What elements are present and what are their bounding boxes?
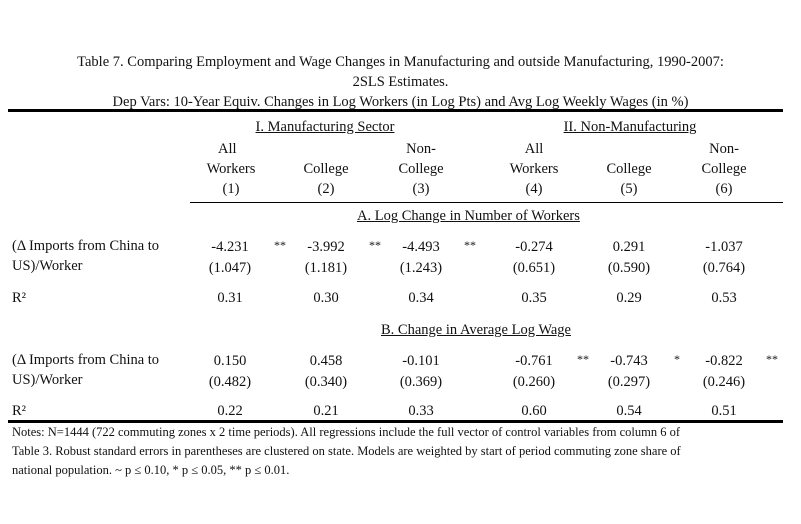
panel-a-r2-3: 0.34	[408, 290, 434, 306]
notes-line: national population. ~ p ≤ 0.10, * p ≤ 0…	[12, 463, 290, 477]
column-number: (6)	[715, 181, 733, 197]
panel-a-row-label: (Δ Imports from China to US)/Worker	[12, 236, 159, 276]
table-notes: Notes: N=1444 (722 commuting zones x 2 t…	[12, 423, 782, 480]
table-subtitle: Dep Vars: 10-Year Equiv. Changes in Log …	[112, 94, 689, 110]
panel-a-heading: A. Log Change in Number of Workers	[357, 208, 580, 224]
panel-a-coef-5: 0.291	[612, 239, 646, 255]
column-header-6: Non- College (6)	[679, 139, 769, 199]
panel-b-stars-6: **	[766, 352, 778, 366]
column-header-3: Non- College (3)	[376, 139, 466, 199]
panel-b-r2-2: 0.21	[313, 403, 339, 419]
panel-a-stars-2: **	[369, 238, 381, 252]
row-label-line: (Δ Imports from China to	[12, 238, 160, 254]
table-title-line-2: 2SLS Estimates.	[352, 74, 449, 90]
column-number: (2)	[317, 181, 335, 197]
panel-b-coef-6: -0.822	[705, 353, 743, 369]
panel-a-se-4: (0.651)	[512, 260, 556, 276]
panel-b-r2-1: 0.22	[217, 403, 243, 419]
column-header-line	[281, 139, 371, 159]
panel-a-stars-3: **	[464, 238, 476, 252]
column-header-line: Workers	[509, 161, 559, 177]
panel-a-se-1: (1.047)	[208, 260, 252, 276]
row-label-line: (Δ Imports from China to	[12, 352, 160, 368]
panel-a-r2-4: 0.35	[521, 290, 547, 306]
column-header-line: All	[218, 141, 237, 157]
panel-b-stars-5: *	[674, 352, 680, 366]
column-number: (1)	[222, 181, 240, 197]
panel-b-r2-3: 0.33	[408, 403, 434, 419]
panel-b-coef-2: 0.458	[309, 353, 343, 369]
panel-b-se-3: (0.369)	[399, 374, 443, 390]
panel-b-coef-4: -0.761	[515, 353, 553, 369]
table-title-line-1: Table 7. Comparing Employment and Wage C…	[77, 54, 724, 70]
column-header-line: College	[398, 161, 444, 177]
group-manufacturing: I. Manufacturing Sector	[255, 119, 395, 135]
notes-line: Table 3. Robust standard errors in paren…	[12, 444, 681, 458]
notes-line: Notes: N=1444 (722 commuting zones x 2 t…	[12, 425, 681, 439]
panel-a-coef-1: -4.231	[211, 239, 249, 255]
panel-a-coef-6: -1.037	[705, 239, 743, 255]
column-header-line: Non-	[406, 141, 436, 157]
panel-b-r2-6: 0.51	[711, 403, 737, 419]
row-label-line: US)/Worker	[12, 372, 83, 388]
panel-b-se-5: (0.297)	[607, 374, 651, 390]
panel-a-r2-5: 0.29	[616, 290, 642, 306]
column-header-5: College (5)	[584, 139, 674, 199]
header-rule	[190, 202, 783, 203]
panel-b-se-6: (0.246)	[702, 374, 746, 390]
column-header-line	[584, 139, 674, 159]
panel-b-heading: B. Change in Average Log Wage	[381, 322, 571, 338]
panel-a-coef-4: -0.274	[515, 239, 553, 255]
panel-b-se-4: (0.260)	[512, 374, 556, 390]
column-header-line: Workers	[206, 161, 256, 177]
panel-b-r2-5: 0.54	[616, 403, 642, 419]
panel-a-r2-label: R²	[12, 290, 27, 306]
column-header-line: All	[524, 141, 544, 157]
column-header-line: College	[606, 161, 652, 177]
column-header-line: Non-	[709, 141, 739, 157]
panel-a-se-2: (1.181)	[304, 260, 348, 276]
column-header-2: College (2)	[281, 139, 371, 199]
panel-a-se-6: (0.764)	[702, 260, 746, 276]
panel-b-coef-1: 0.150	[213, 353, 247, 369]
panel-b-coef-3: -0.101	[402, 353, 440, 369]
column-number: (5)	[620, 181, 638, 197]
group-non-manufacturing: II. Non-Manufacturing	[563, 119, 697, 135]
bottom-rule	[8, 420, 783, 423]
row-label-line: US)/Worker	[12, 258, 83, 274]
panel-b-stars-4: **	[577, 352, 589, 366]
column-header-4: All Workers (4)	[489, 139, 579, 199]
panel-a-coef-3: -4.493	[402, 239, 440, 255]
column-header-line: College	[701, 161, 747, 177]
column-header-line: College	[303, 161, 349, 177]
panel-a-stars-1: **	[274, 238, 286, 252]
panel-b-row-label: (Δ Imports from China to US)/Worker	[12, 350, 159, 390]
column-number: (4)	[525, 181, 543, 197]
panel-b-r2-4: 0.60	[521, 403, 547, 419]
panel-b-coef-5: -0.743	[610, 353, 648, 369]
panel-a-se-5: (0.590)	[607, 260, 651, 276]
column-number: (3)	[412, 181, 430, 197]
column-header-1: All Workers (1)	[186, 139, 276, 199]
panel-a-r2-6: 0.53	[711, 290, 737, 306]
panel-b-se-2: (0.340)	[304, 374, 348, 390]
top-rule	[8, 109, 783, 112]
panel-a-r2-2: 0.30	[313, 290, 339, 306]
panel-a-coef-2: -3.992	[307, 239, 345, 255]
panel-b-r2-label: R²	[12, 403, 27, 419]
panel-a-r2-1: 0.31	[217, 290, 243, 306]
panel-b-se-1: (0.482)	[208, 374, 252, 390]
panel-a-se-3: (1.243)	[399, 260, 443, 276]
